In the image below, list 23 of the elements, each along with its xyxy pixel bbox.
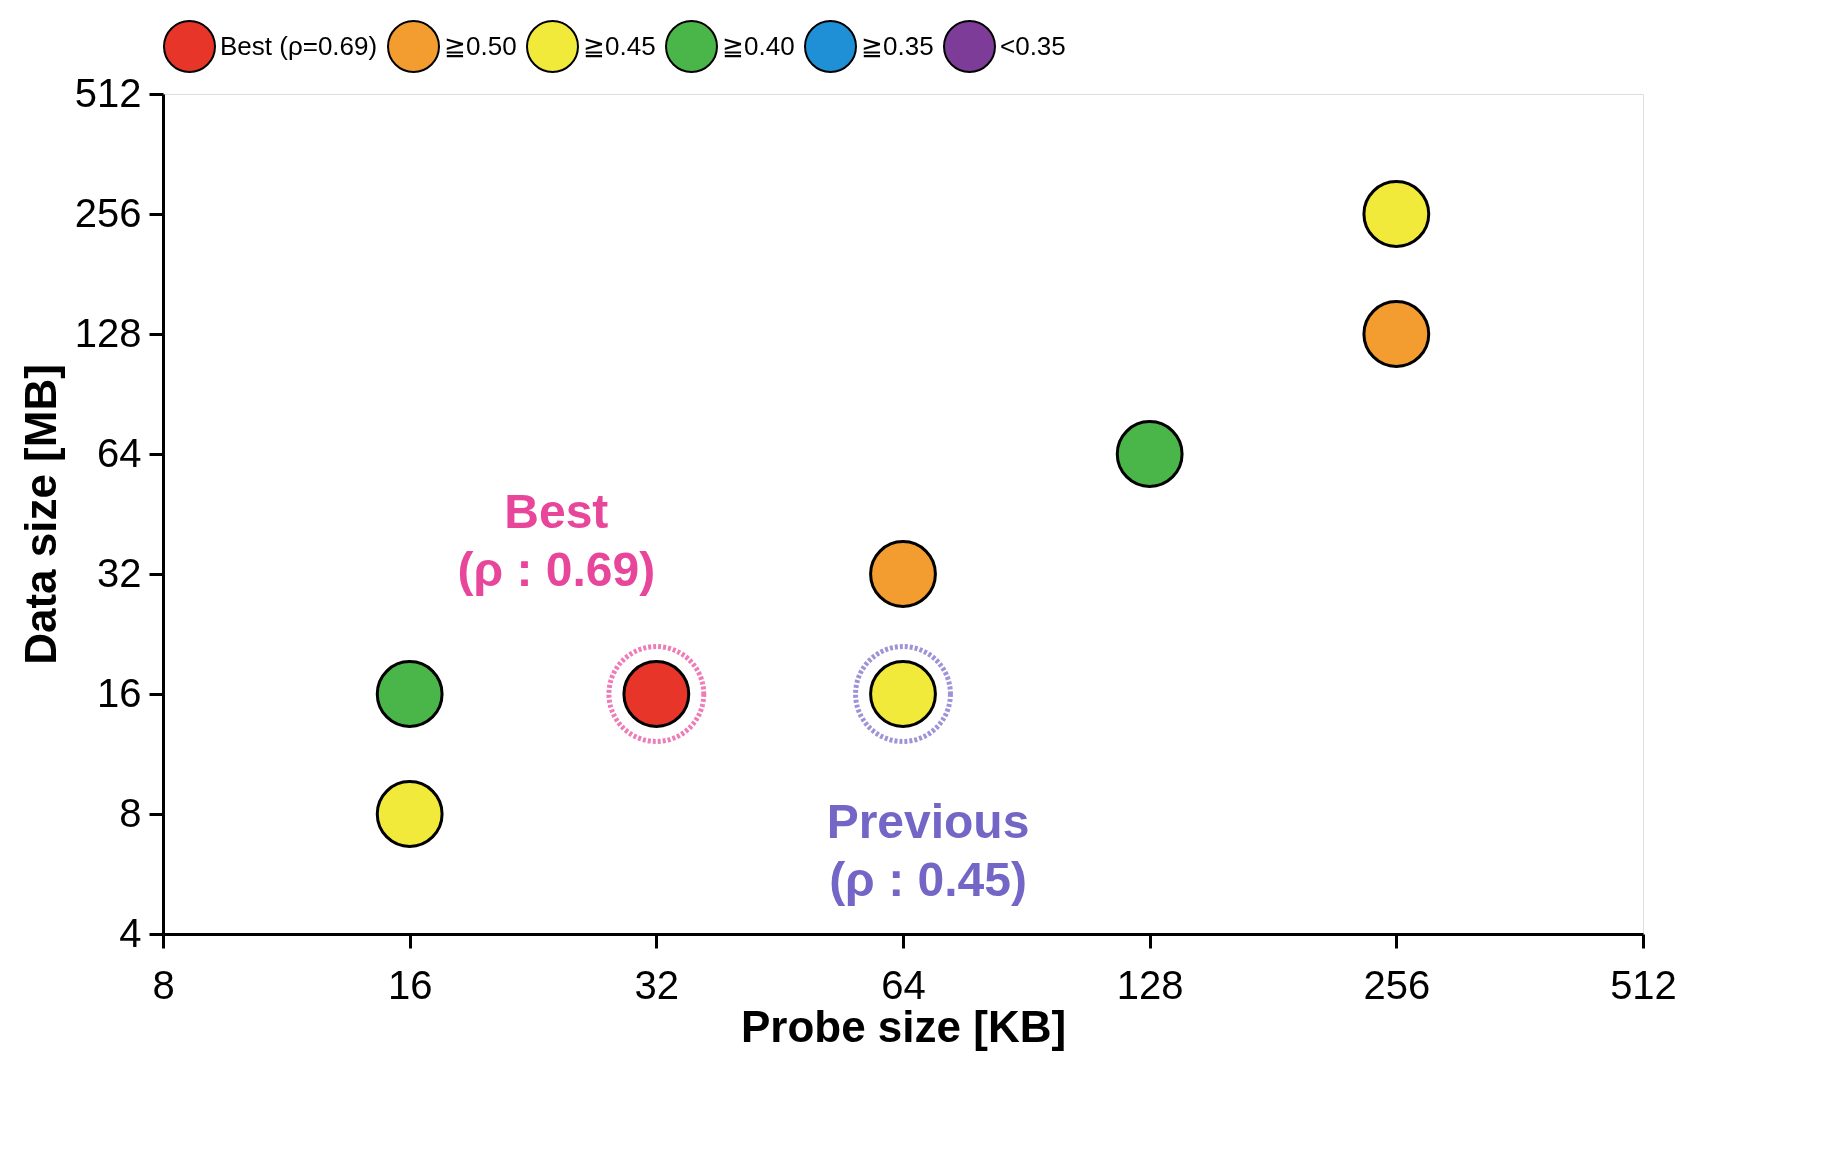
legend-label: ≧0.35	[861, 30, 934, 61]
legend-label: Best (ρ=0.69)	[220, 30, 378, 61]
y-tick-label: 128	[74, 310, 142, 355]
legend-label: ≧0.45	[583, 30, 656, 61]
x-tick-label: 256	[1363, 962, 1431, 1007]
y-tick-label: 256	[74, 190, 142, 235]
y-tick-label: 16	[97, 670, 142, 715]
y-tick-label: 8	[119, 790, 142, 835]
annotation: Best (ρ : 0.69)	[457, 485, 656, 596]
x-tick-label: 512	[1610, 962, 1677, 1007]
x-tick-label: 128	[1116, 962, 1184, 1007]
legend-label: <0.35	[1000, 30, 1066, 61]
annotation: Previous (ρ : 0.45)	[826, 795, 1030, 906]
y-axis-title: Data size [MB]	[15, 364, 65, 665]
y-tick-label: 4	[119, 910, 142, 955]
y-tick-label: 32	[97, 550, 142, 595]
x-tick-label: 32	[634, 962, 680, 1007]
x-tick-label: 8	[152, 962, 175, 1007]
x-tick-label: 16	[387, 962, 433, 1007]
y-tick-label: 512	[74, 70, 142, 115]
y-tick-label: 64	[97, 430, 142, 475]
legend-label: ≧0.40	[722, 30, 795, 61]
legend-label: ≧0.50	[444, 30, 517, 61]
